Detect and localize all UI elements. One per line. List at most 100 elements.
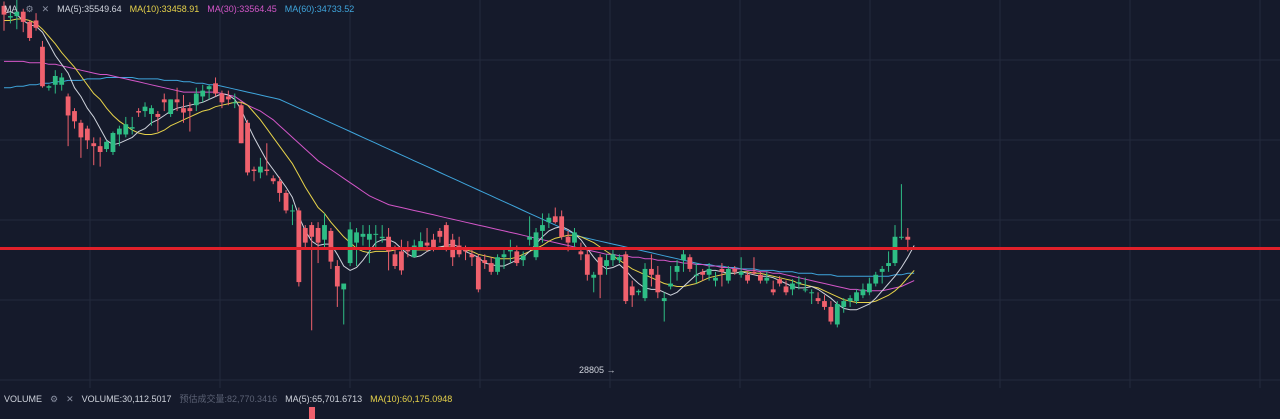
candle (213, 77, 218, 97)
grid-lines (0, 0, 1280, 388)
volume-value: VOLUME:30,112.5017 (81, 394, 172, 404)
candle-body (123, 124, 129, 135)
candle-body (418, 241, 424, 249)
close-icon[interactable]: ✕ (41, 4, 50, 14)
candle-body (104, 141, 109, 150)
candle-body (328, 230, 334, 262)
candle (597, 254, 603, 299)
candle (616, 254, 622, 264)
candle (725, 266, 731, 284)
candle (181, 95, 186, 123)
candle (110, 131, 116, 155)
candle (507, 239, 513, 264)
candle (8, 11, 13, 24)
candle (879, 266, 885, 284)
candle-body (540, 225, 545, 231)
candle-body (514, 251, 520, 264)
close-icon[interactable]: ✕ (66, 394, 74, 404)
candle (91, 137, 97, 166)
candle-body (495, 257, 500, 272)
candle (469, 248, 475, 266)
candle-body (225, 96, 231, 100)
candle-body (527, 236, 533, 240)
candle (809, 289, 815, 304)
candle-body (65, 96, 71, 116)
candle-body (610, 254, 616, 261)
candle (482, 254, 488, 269)
ma60-label: MA(60):34733.52 (284, 4, 355, 14)
candle-body (834, 304, 840, 325)
candle-body (149, 108, 154, 114)
candle-body (693, 274, 699, 276)
volume-indicator-name: VOLUME (4, 394, 43, 404)
candle (14, 0, 20, 30)
candle (27, 20, 33, 41)
candle (770, 280, 776, 296)
candle-body (72, 111, 77, 122)
candle-body (828, 306, 834, 322)
candle-body (20, 11, 26, 22)
candle (225, 90, 231, 106)
candle (399, 239, 404, 275)
candle-body (661, 298, 667, 302)
candle (822, 295, 827, 310)
candle (578, 242, 584, 261)
candle-body (655, 274, 661, 293)
candle (866, 277, 872, 296)
candle (46, 84, 52, 91)
candle-body (91, 143, 97, 147)
candle (693, 263, 699, 284)
candle (847, 295, 853, 307)
candle-body (700, 271, 706, 275)
candle-body (475, 257, 481, 290)
candle-body (469, 254, 475, 258)
candle (559, 210, 565, 240)
candle-body (200, 90, 206, 97)
candle (52, 70, 58, 94)
candle (78, 119, 84, 158)
candle-body (392, 254, 398, 266)
candle (649, 254, 654, 287)
candle-body (78, 122, 84, 138)
candle-body (629, 286, 635, 296)
candle (251, 166, 257, 182)
candle-body (790, 283, 795, 290)
candle (290, 204, 295, 226)
candle-body (142, 106, 148, 112)
candle (142, 102, 148, 117)
candle (65, 93, 71, 147)
candle-body (334, 266, 340, 287)
candle (591, 271, 597, 293)
candle-body (783, 286, 789, 293)
candle (790, 279, 795, 296)
candle (238, 102, 244, 144)
candle (623, 251, 629, 304)
candle-body (33, 20, 39, 28)
candle (373, 225, 379, 249)
gear-icon[interactable]: ⚙ (25, 4, 34, 14)
candle-body (770, 289, 776, 293)
candle (155, 111, 161, 132)
candle-body (642, 268, 648, 299)
candle (854, 289, 859, 304)
candle (604, 254, 609, 275)
candle (636, 289, 641, 296)
candle-body (411, 245, 417, 258)
candle-body (488, 263, 494, 272)
candle (360, 225, 366, 246)
ma30-line (4, 60, 915, 292)
candle-body (296, 210, 302, 283)
candle-body (219, 93, 225, 103)
candle (873, 271, 879, 287)
candle (681, 248, 686, 272)
candle (347, 222, 353, 266)
candle (366, 225, 372, 264)
candle (841, 298, 847, 313)
candle-body (777, 279, 783, 284)
candle-body (552, 216, 558, 223)
gear-icon[interactable]: ⚙ (50, 394, 59, 404)
ma5-line (3, 11, 915, 311)
candle-body (136, 111, 142, 113)
candle-body (565, 236, 571, 243)
